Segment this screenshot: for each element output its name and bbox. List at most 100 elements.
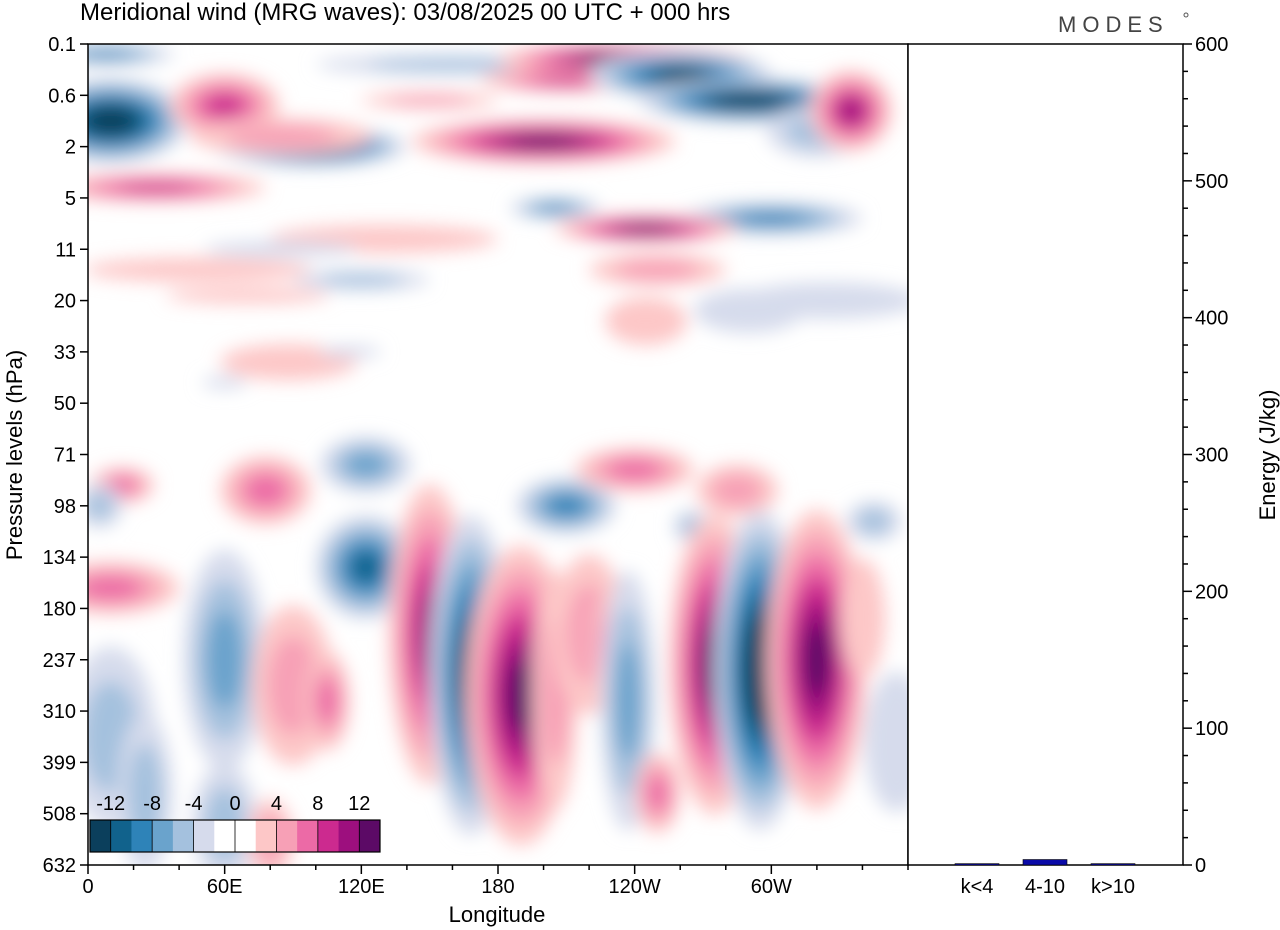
contour-cell — [839, 558, 886, 679]
colorbar-label: -8 — [143, 793, 161, 815]
contour-cell — [857, 508, 891, 534]
contour-cell — [615, 643, 640, 759]
colorbar-swatch — [317, 820, 340, 852]
contour-cell — [107, 477, 137, 494]
energy-tick-label: 200 — [1195, 581, 1228, 603]
contour-cell — [318, 345, 382, 358]
x-axis-label: Longitude — [449, 902, 546, 927]
colorbar-swatch — [90, 820, 112, 852]
contour-cell — [368, 58, 537, 71]
contour-cell — [839, 99, 863, 123]
contour-cell — [548, 496, 584, 516]
contour-cell — [88, 576, 142, 600]
colorbar-swatch — [359, 820, 381, 852]
y-tick-label: 50 — [54, 393, 76, 415]
x-tick-label: 0 — [82, 876, 93, 898]
energy-axis-label: Energy (J/kg) — [1255, 390, 1280, 521]
contour-cell — [750, 636, 770, 704]
contour-cell — [245, 475, 286, 506]
contour-cell — [88, 50, 130, 58]
pressure-axis: 0.1 0.6 2 5 11 20 33 50 71 98 134 180 237 310 399 508 63… — [43, 34, 88, 877]
contour-cell — [864, 671, 908, 812]
contour-cell — [88, 257, 312, 282]
contour-cell — [351, 552, 381, 583]
colorbar-swatch — [255, 820, 277, 852]
colorbar-swatch — [338, 820, 360, 852]
colorbar-swatch — [235, 820, 257, 852]
colorbar-label: -4 — [185, 793, 203, 815]
y-tick-label: 11 — [55, 239, 76, 261]
y-tick-label: 20 — [54, 291, 76, 313]
contour-cell — [511, 136, 576, 147]
heatmap-panel — [88, 44, 908, 865]
energy-bar — [954, 863, 1000, 866]
x-tick-label: 180 — [481, 876, 514, 898]
contour-cell — [206, 610, 243, 709]
contour-cell — [387, 95, 472, 106]
energy-bar — [1022, 859, 1068, 866]
contour-cell — [88, 492, 114, 520]
y-tick-label: 134 — [43, 547, 76, 569]
contour-cell — [94, 112, 128, 130]
contour-cell — [118, 182, 195, 193]
contour-cell — [711, 474, 763, 507]
y-tick-label: 5 — [65, 188, 76, 210]
energy-bar — [1090, 863, 1136, 866]
energy-tick-label: 0 — [1195, 855, 1206, 877]
longitude-axis: 0 60E 120E 180 120W 60W — [82, 865, 909, 898]
contour-cell — [165, 287, 330, 304]
energy-category-label: k<4 — [961, 876, 994, 898]
trademark-icon — [1183, 12, 1189, 18]
contour-cell — [507, 659, 535, 733]
colorbar-swatch — [131, 820, 153, 852]
contour-cell — [608, 460, 661, 480]
x-tick-label: 60E — [207, 876, 243, 898]
colorbar-swatch — [214, 820, 236, 852]
y-tick-label: 0.1 — [48, 34, 76, 56]
y-tick-label: 237 — [43, 650, 76, 672]
contour-cell — [605, 297, 688, 346]
energy-category-label: 4-10 — [1025, 876, 1065, 898]
x-tick-label: 120E — [338, 876, 385, 898]
energy-tick-label: 400 — [1195, 308, 1228, 330]
energy-tick-label: 600 — [1195, 34, 1228, 56]
y-tick-label: 310 — [43, 701, 76, 723]
x-tick-label: 60W — [751, 876, 792, 898]
x-tick-label: 120W — [609, 876, 661, 898]
y-tick-label: 2 — [65, 137, 76, 159]
contour-cell — [737, 282, 908, 319]
energy-tick-label: 100 — [1195, 718, 1228, 740]
energy-tick-label: 500 — [1195, 171, 1228, 193]
contour-cell — [319, 273, 404, 287]
colorbar-label: 0 — [229, 793, 240, 815]
colorbar-label: 12 — [348, 793, 370, 815]
energy-tick-label: 300 — [1195, 445, 1228, 467]
contour-cell — [615, 259, 700, 280]
chart-title: Meridional wind (MRG waves): 03/08/2025 … — [80, 0, 730, 26]
contour-cell — [623, 225, 669, 233]
contour-cell — [536, 75, 597, 85]
colorbar-label: 8 — [312, 793, 323, 815]
energy-category-label: k>10 — [1091, 876, 1135, 898]
y-axis-label: Pressure levels (hPa) — [2, 350, 27, 560]
energy-panel: 0 100 200 300 400 500 600 k<4 4-10 k>10 — [954, 34, 1228, 898]
contour-cell — [204, 241, 360, 258]
colorbar-swatch — [297, 820, 319, 852]
contour-cell — [128, 743, 162, 843]
contour-cell — [658, 68, 703, 81]
colorbar-swatch — [276, 820, 298, 852]
contour-cell — [647, 775, 668, 811]
y-tick-label: 0.6 — [48, 85, 76, 107]
contour-cell — [201, 376, 248, 389]
y-tick-label: 71 — [54, 445, 76, 467]
colorbar-swatch — [110, 820, 132, 852]
modes-logo: MODES — [1058, 12, 1169, 37]
y-tick-label: 632 — [43, 855, 76, 877]
y-tick-label: 399 — [43, 752, 76, 774]
colorbar-label: -12 — [96, 793, 125, 815]
contour-cell — [725, 95, 772, 106]
contour-cell — [539, 204, 571, 212]
contour-cell — [205, 94, 244, 117]
energy-panel-frame — [907, 43, 1184, 866]
